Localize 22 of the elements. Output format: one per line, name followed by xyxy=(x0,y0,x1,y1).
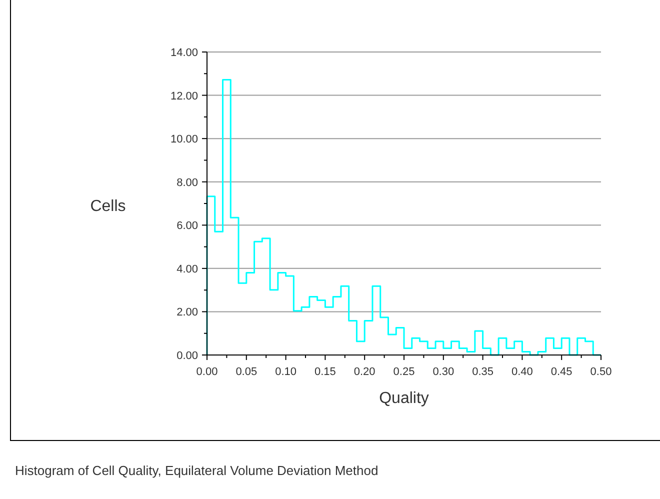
x-tick-label: 0.25 xyxy=(393,366,415,378)
x-tick-label: 0.50 xyxy=(590,366,612,378)
x-tick-label: 0.35 xyxy=(472,366,494,378)
x-tick-label: 0.20 xyxy=(354,366,376,378)
y-tick-label: 12.00 xyxy=(170,90,198,102)
y-tick-label: 10.00 xyxy=(170,134,198,146)
x-tick-label: 0.00 xyxy=(196,366,218,378)
y-tick-label: 14.00 xyxy=(170,47,198,59)
x-tick-label: 0.45 xyxy=(550,366,572,378)
text: Histogram of Cell Quality, Equilateral Volume Deviation Method xyxy=(15,463,378,478)
x-tick-label: 0.15 xyxy=(314,366,336,378)
x-tick-label: 0.10 xyxy=(275,366,297,378)
y-tick-label: 0.00 xyxy=(176,350,198,362)
y-tick-label: 8.00 xyxy=(176,176,198,189)
x-tick-label: 0.05 xyxy=(236,366,258,378)
x-tick-label: 0.40 xyxy=(511,366,533,378)
y-tick-label: 4.00 xyxy=(176,263,198,276)
y-tick-label: 2.00 xyxy=(176,306,198,319)
x-tick-label: 0.30 xyxy=(432,366,454,378)
y-axis-title: Cells xyxy=(90,198,126,215)
y-tick-label: 6.00 xyxy=(176,220,198,232)
x-axis-title: Quality xyxy=(379,390,429,407)
